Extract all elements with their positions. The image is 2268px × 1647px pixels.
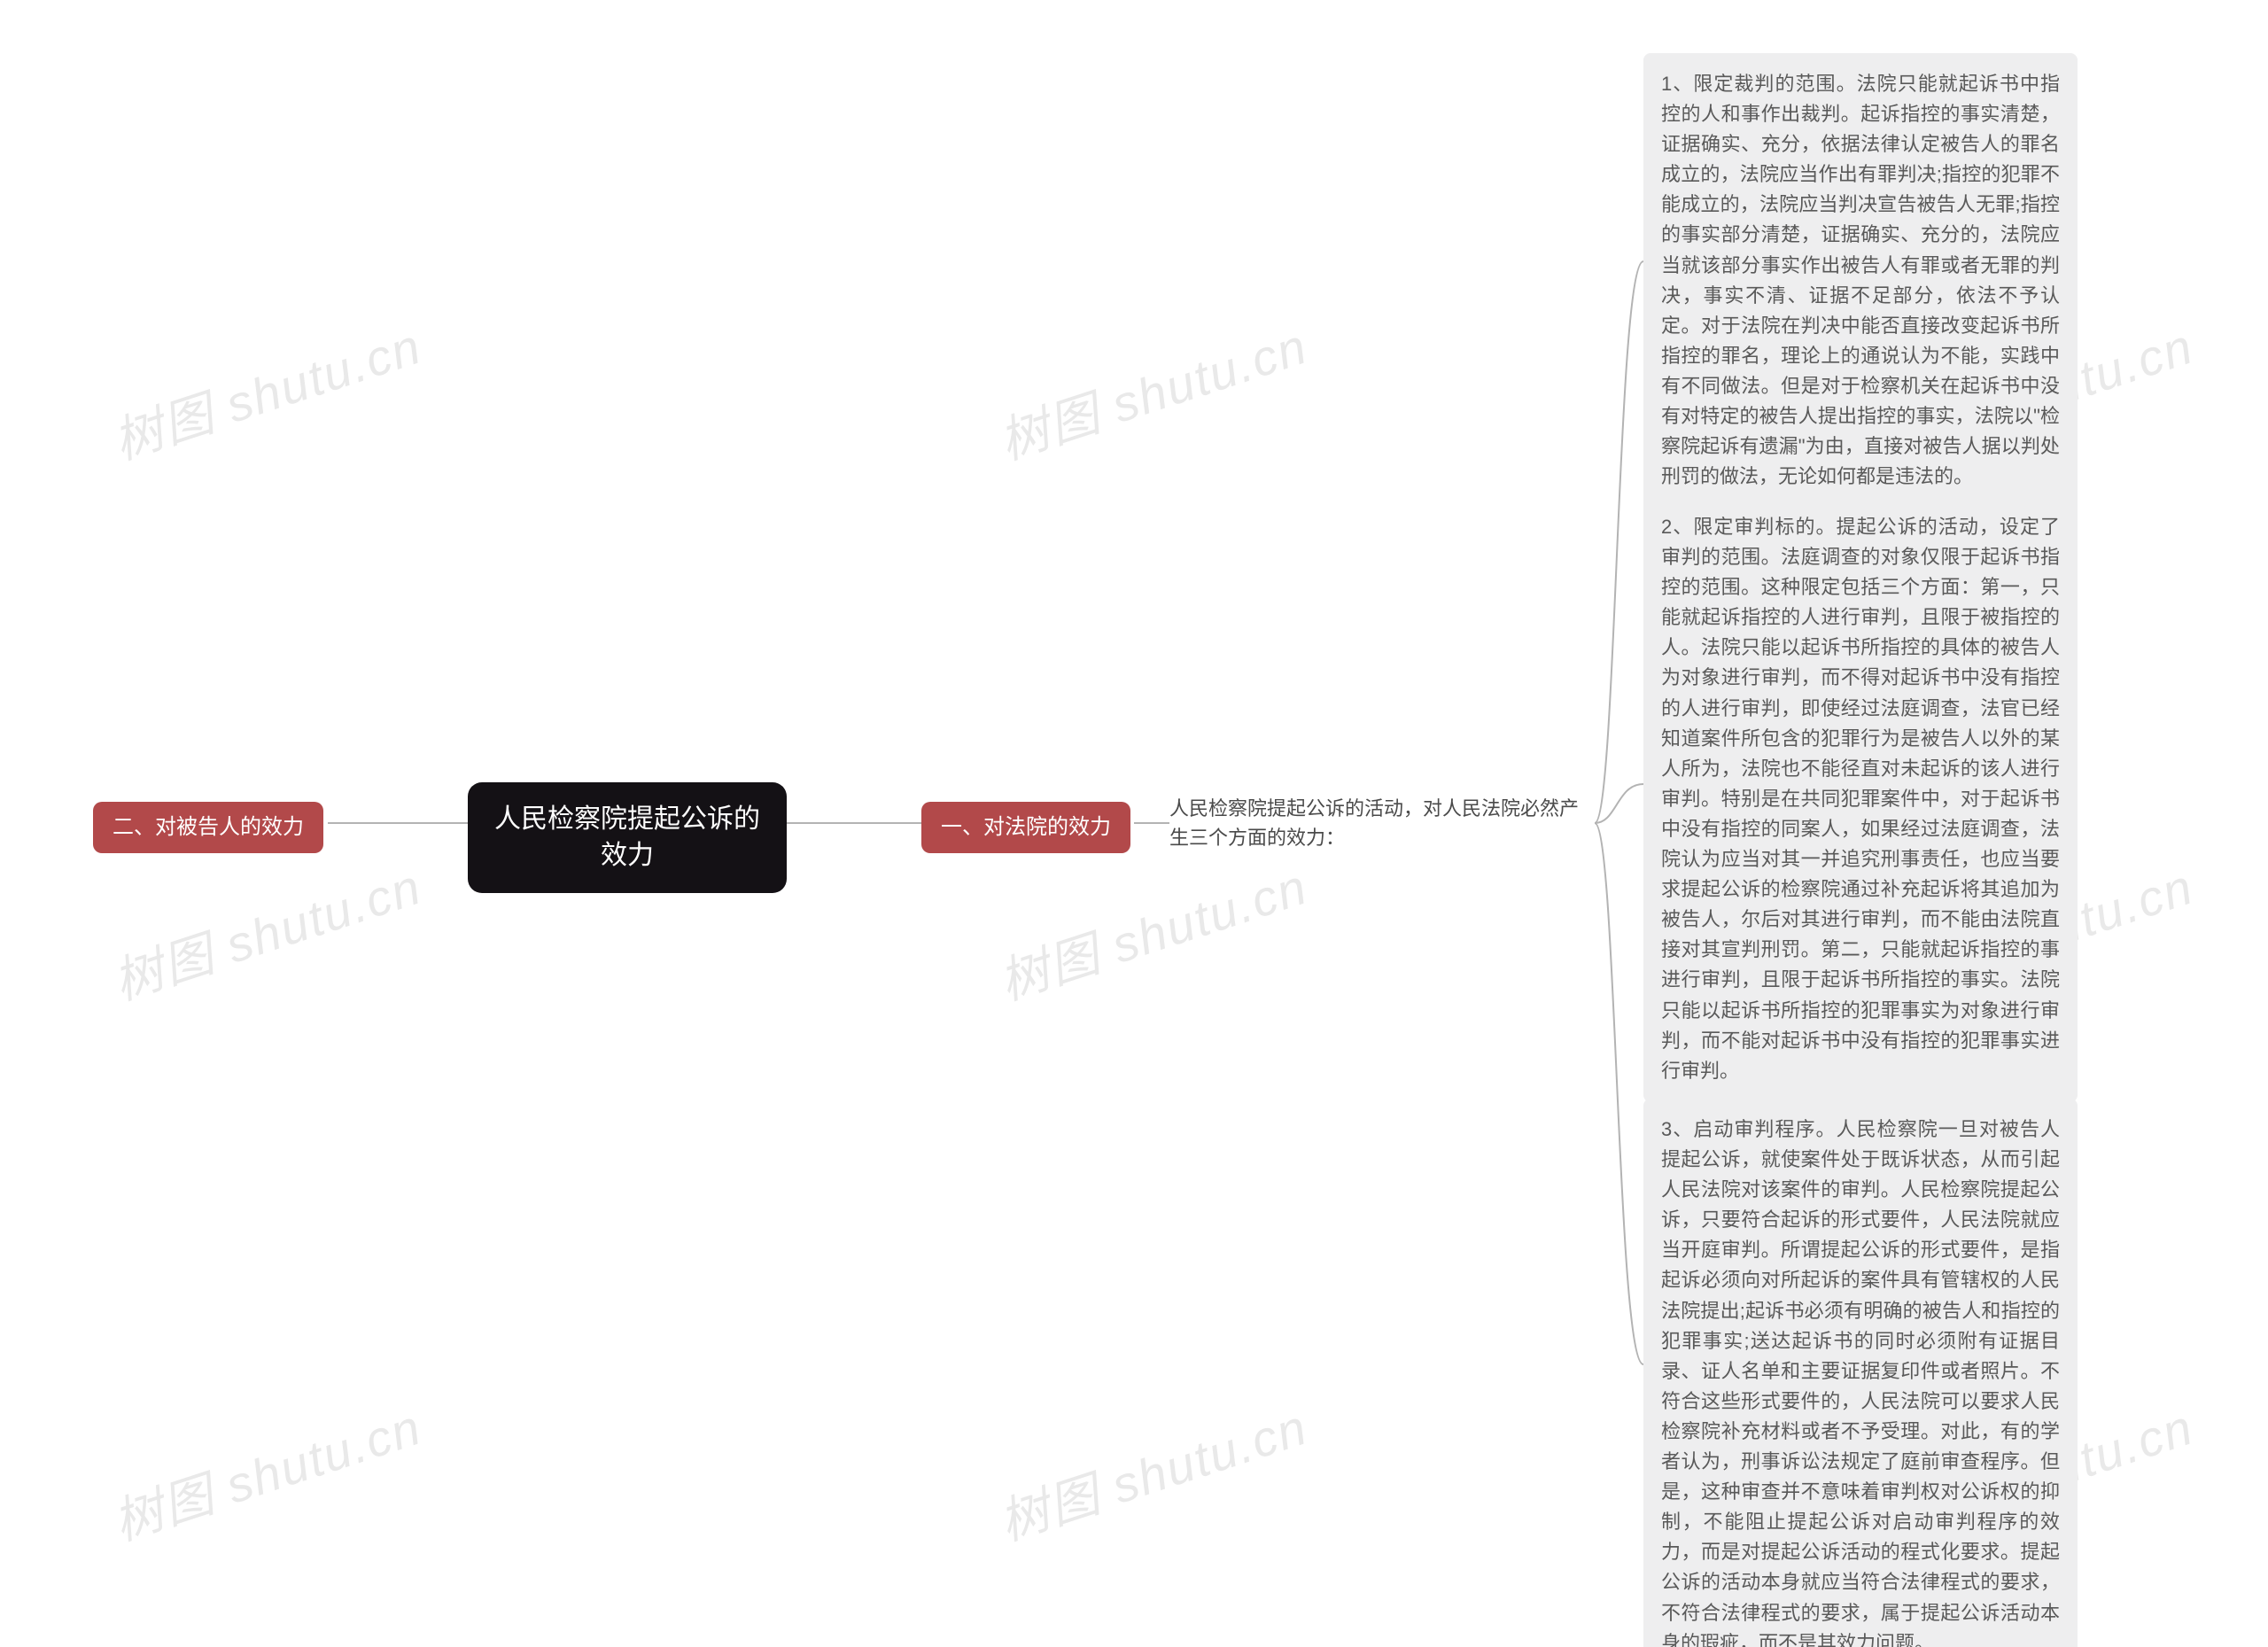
- leaf-node-1[interactable]: 1、限定裁判的范围。法院只能就起诉书中指控的人和事作出裁判。起诉指控的事实清楚，…: [1643, 53, 2078, 508]
- watermark: 树图 shutu.cn: [103, 1387, 430, 1555]
- watermark: 树图 shutu.cn: [103, 307, 430, 474]
- edge: [1595, 823, 1643, 1364]
- watermark: 树图 shutu.cn: [989, 307, 1316, 474]
- watermark: 树图 shutu.cn: [989, 847, 1316, 1014]
- edge: [1595, 261, 1643, 823]
- branch-node-court[interactable]: 一、对法院的效力: [921, 802, 1130, 853]
- sub-node-court-intro[interactable]: 人民检察院提起公诉的活动，对人民法院必然产生三个方面的效力：: [1169, 794, 1595, 852]
- root-node[interactable]: 人民检察院提起公诉的效力: [468, 782, 787, 893]
- branch-node-defendant[interactable]: 二、对被告人的效力: [93, 802, 323, 853]
- leaf-node-3[interactable]: 3、启动审判程序。人民检察院一旦对被告人提起公诉，就使案件处于既诉状态，从而引起…: [1643, 1099, 2078, 1647]
- leaf-node-2[interactable]: 2、限定审判标的。提起公诉的活动，设定了审判的范围。法庭调查的对象仅限于起诉书指…: [1643, 496, 2078, 1102]
- mindmap-canvas: 树图 shutu.cn 树图 shutu.cn 树图 shutu.cn 树图 s…: [0, 0, 2268, 1647]
- watermark: 树图 shutu.cn: [989, 1387, 1316, 1555]
- edge: [1595, 784, 1643, 823]
- watermark: 树图 shutu.cn: [103, 847, 430, 1014]
